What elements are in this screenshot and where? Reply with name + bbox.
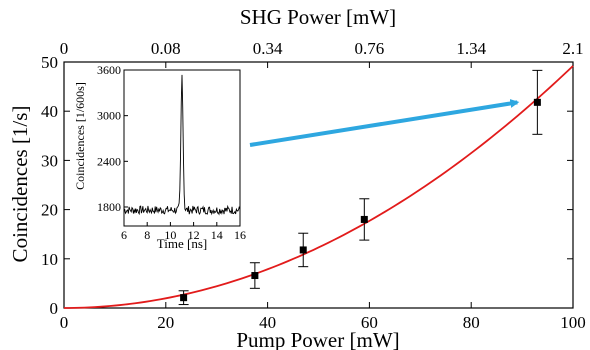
main-y-tick-label: 10 — [41, 250, 58, 269]
inset-y-tick-label: 2400 — [97, 154, 121, 168]
top-x-tick-label: 0.08 — [151, 39, 181, 58]
inset-axes-frame — [123, 69, 241, 227]
main-x-tick-label: 40 — [259, 313, 276, 332]
data-point — [180, 294, 188, 302]
main-y-tick-label: 40 — [41, 102, 58, 121]
main-x-axis-label: Pump Power [mW] — [236, 328, 399, 350]
inset-y-tick-label: 3600 — [97, 63, 121, 77]
axis-labels: Pump Power [mW] Coincidences [1/s] SHG P… — [8, 5, 400, 350]
inset-y-tick-label: 1800 — [97, 200, 121, 214]
main-x-tick-label: 80 — [463, 313, 480, 332]
main-y-axis-label: Coincidences [1/s] — [8, 106, 32, 263]
main-y-tick-label: 20 — [41, 201, 58, 220]
top-axis-label: SHG Power [mW] — [240, 5, 396, 29]
data-point — [251, 272, 259, 280]
main-x-tick-label: 60 — [361, 313, 378, 332]
inset-y-axis-label: Coincidences [1/600s] — [73, 82, 87, 190]
main-y-tick-label: 50 — [41, 53, 58, 72]
annotation-arrow — [249, 99, 520, 147]
data-point — [299, 246, 307, 254]
inset-x-tick-label: 12 — [188, 228, 200, 242]
inset-x-tick-label: 14 — [211, 228, 223, 242]
inset-trace — [123, 74, 241, 216]
main-y-tick-label: 30 — [41, 151, 58, 170]
data-point — [360, 215, 368, 223]
main-x-tick-label: 100 — [560, 313, 586, 332]
inset-y-tick-label: 3000 — [97, 109, 121, 123]
top-x-tick-label: 0 — [60, 39, 69, 58]
top-x-tick-label: 0.76 — [355, 39, 385, 58]
top-x-tick-label: 0.34 — [253, 39, 283, 58]
main-x-tick-label: 0 — [60, 313, 69, 332]
top-x-tick-label: 1.34 — [456, 39, 486, 58]
inset-x-tick-label: 8 — [144, 228, 150, 242]
inset-x-axis-label: Time [ns] — [157, 236, 207, 251]
top-x-tick-label: 2.1 — [562, 39, 583, 58]
fit-curve — [63, 65, 574, 309]
main-x-tick-label: 20 — [157, 313, 174, 332]
inset-x-tick-label: 10 — [164, 228, 176, 242]
data-point — [533, 98, 541, 106]
main-axes-frame — [63, 61, 574, 309]
inset-x-tick-label: 6 — [121, 228, 127, 242]
inset-x-tick-label: 16 — [234, 228, 246, 242]
inset-plot-area: 6 8 10 12 14 16 1800 2400 3000 3600 — [97, 63, 246, 242]
main-y-tick-label: 0 — [50, 299, 59, 318]
